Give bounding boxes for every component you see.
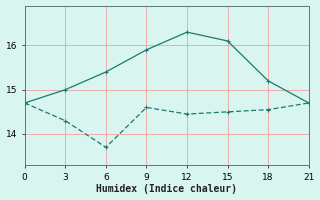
X-axis label: Humidex (Indice chaleur): Humidex (Indice chaleur) [96, 184, 237, 194]
